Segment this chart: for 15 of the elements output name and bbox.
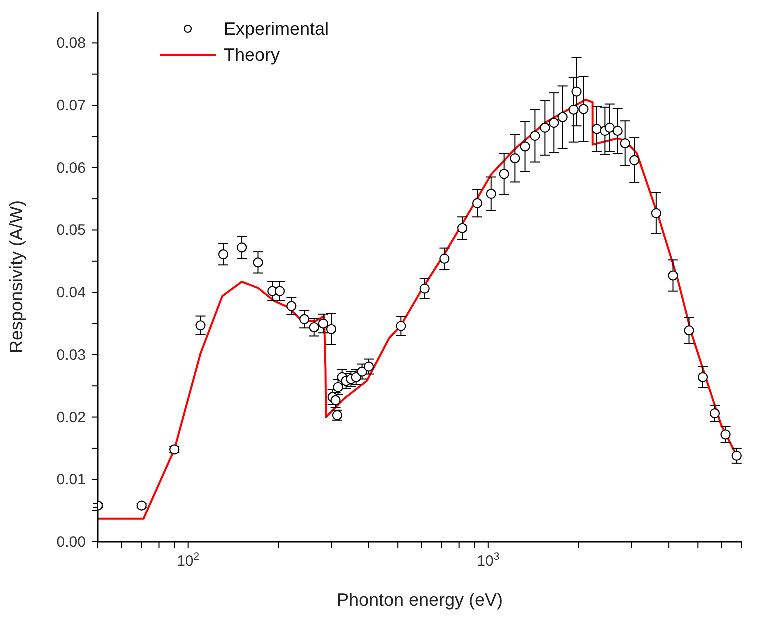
y-tick-label: 0.02 [56,409,86,426]
legend-label: Experimental [224,18,330,41]
y-tick-label: 0.07 [56,98,86,115]
x-tick-label: 10$^{3}$ [477,551,500,570]
x-tick-label: 10$^{2}$ [177,551,200,570]
y-tick-label: 0.03 [56,346,86,364]
y-axis-title: Responsivity (A/W) [6,200,26,354]
y-tick-label: 0.00 [56,534,86,551]
y-tick-label: 0.04 [56,284,86,302]
y-tick-label: 0.08 [56,35,86,52]
y-tick-label: 0.05 [56,222,86,240]
y-tick-label: 0.01 [56,472,86,489]
x-axis-title: Phonton energy (eV) [336,590,504,610]
y-tick-label: 0.06 [56,160,86,177]
legend-label: Theory [224,44,280,67]
